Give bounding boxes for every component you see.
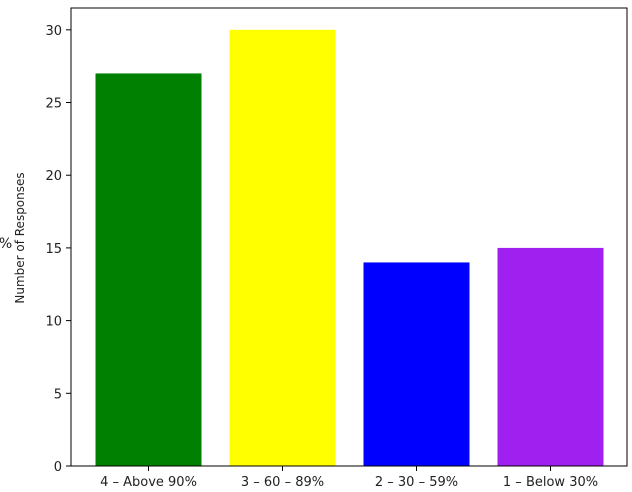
y-tick-label: 5	[54, 387, 62, 402]
x-axis: 4 – Above 90% 3 – 60 – 89% 2 – 30 – 59% 1 –…	[100, 466, 598, 490]
x-tick-label: 4 – Above 90%	[100, 475, 197, 490]
x-tick-label: 1 – Below 30%	[503, 475, 598, 490]
y-tick-label: 10	[45, 315, 62, 330]
bar-4	[497, 247, 604, 466]
plot-frame	[70, 7, 628, 467]
bar-1	[95, 73, 202, 466]
y-tick-label: 15	[45, 242, 62, 257]
overlapping-label-fragment: 9%	[0, 236, 12, 252]
x-tick-label: 2 – 30 – 59%	[375, 475, 458, 490]
y-axis-label: Number of Responses	[13, 172, 27, 303]
y-tick-label: 30	[45, 24, 62, 39]
bar-2	[229, 29, 336, 467]
y-tick-label: 20	[45, 169, 62, 184]
y-tick-label: 25	[45, 97, 62, 112]
bars	[95, 29, 604, 467]
bar-3	[363, 262, 470, 466]
y-tick-label: 0	[54, 460, 62, 475]
y-axis: 0 5 10 15 20 25 30	[45, 24, 71, 475]
x-tick-label: 3 – 60 – 89%	[241, 475, 324, 490]
